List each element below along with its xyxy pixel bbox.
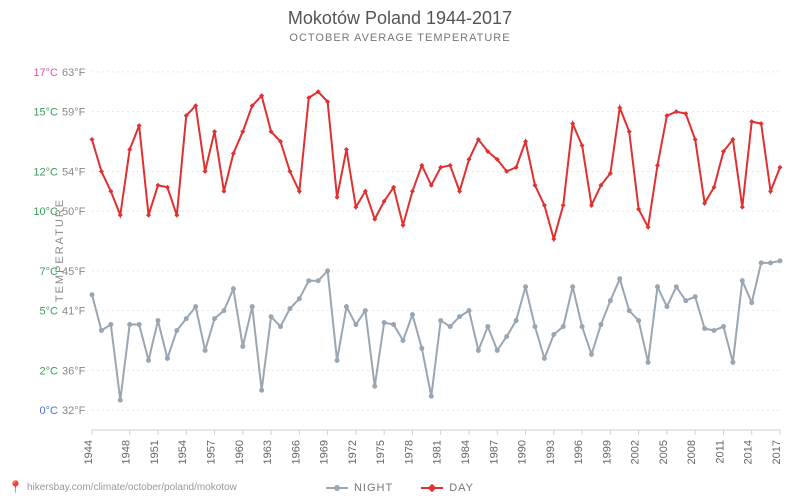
svg-text:17°C: 17°C: [33, 67, 58, 79]
svg-text:1993: 1993: [545, 440, 557, 464]
source-url: hikersbay.com/climate/october/poland/mok…: [27, 482, 237, 493]
svg-text:1999: 1999: [601, 440, 613, 464]
source-attribution: 📍 hikersbay.com/climate/october/poland/m…: [8, 480, 237, 494]
svg-text:1960: 1960: [234, 440, 246, 464]
svg-text:2°C: 2°C: [40, 365, 59, 377]
svg-text:1984: 1984: [460, 440, 472, 464]
svg-text:2005: 2005: [658, 440, 670, 464]
svg-text:1966: 1966: [290, 440, 302, 464]
svg-text:32°F: 32°F: [62, 405, 86, 417]
svg-text:36°F: 36°F: [62, 365, 86, 377]
map-pin-icon: 📍: [8, 480, 23, 494]
svg-text:1957: 1957: [206, 440, 218, 464]
legend-item-night: NIGHT: [326, 482, 393, 494]
svg-text:45°F: 45°F: [62, 266, 86, 278]
svg-text:7°C: 7°C: [40, 266, 59, 278]
svg-text:1987: 1987: [488, 440, 500, 464]
svg-text:59°F: 59°F: [62, 107, 86, 119]
legend-swatch-day: [421, 487, 443, 489]
svg-text:1981: 1981: [432, 440, 444, 464]
svg-text:1951: 1951: [149, 440, 161, 464]
svg-text:41°F: 41°F: [62, 306, 86, 318]
legend-item-day: DAY: [421, 482, 474, 494]
svg-text:2014: 2014: [743, 440, 755, 464]
svg-text:1996: 1996: [573, 440, 585, 464]
legend-label-night: NIGHT: [354, 482, 393, 494]
svg-text:1948: 1948: [121, 440, 133, 464]
svg-text:50°F: 50°F: [62, 206, 86, 218]
legend-label-day: DAY: [449, 482, 474, 494]
svg-text:2011: 2011: [714, 440, 726, 464]
svg-text:0°C: 0°C: [40, 405, 59, 417]
legend-swatch-night: [326, 487, 348, 489]
svg-text:1954: 1954: [177, 440, 189, 464]
svg-text:1944: 1944: [83, 440, 95, 464]
svg-text:1978: 1978: [403, 440, 415, 464]
svg-text:1975: 1975: [375, 440, 387, 464]
svg-text:15°C: 15°C: [33, 107, 58, 119]
svg-text:54°F: 54°F: [62, 166, 86, 178]
svg-text:10°C: 10°C: [33, 206, 58, 218]
svg-text:1969: 1969: [319, 440, 331, 464]
svg-text:1972: 1972: [347, 440, 359, 464]
chart-container: Mokotów Poland 1944-2017 OCTOBER AVERAGE…: [0, 0, 800, 500]
svg-text:63°F: 63°F: [62, 67, 86, 79]
svg-text:2017: 2017: [771, 440, 783, 464]
chart-plot-area: 0°C32°F 2°C36°F 5°C41°F 7°C45°F 10°C 50°F 12°C…: [0, 0, 800, 500]
svg-text:2002: 2002: [630, 440, 642, 464]
svg-text:12°C: 12°C: [33, 166, 58, 178]
svg-text:2008: 2008: [686, 440, 698, 464]
svg-text:1990: 1990: [517, 440, 529, 464]
svg-text:5°C: 5°C: [40, 306, 59, 318]
svg-text:1963: 1963: [262, 440, 274, 464]
